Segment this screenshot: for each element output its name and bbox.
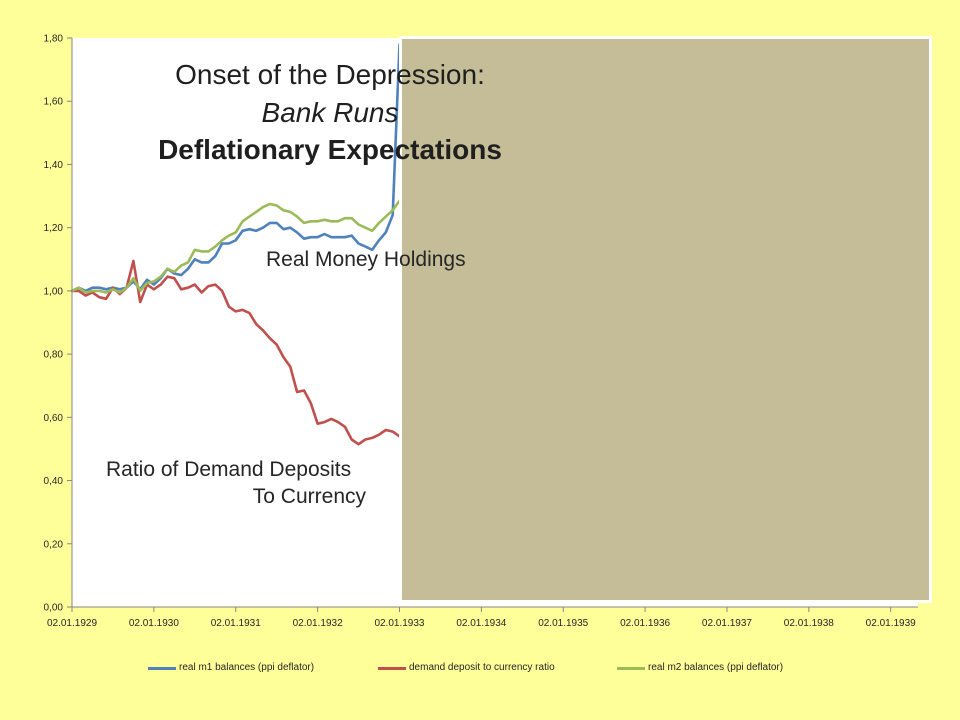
x-tick-label: 02.01.1939 <box>866 618 916 629</box>
x-tick-label: 02.01.1931 <box>211 618 261 629</box>
legend-swatch-deposit-currency-ratio <box>378 667 406 670</box>
legend-label-real-m1: real m1 balances (ppi deflator) <box>179 662 315 673</box>
title-line-bank-runs: Bank Runs <box>261 96 399 128</box>
x-tick-label: 02.01.1929 <box>47 618 97 629</box>
axis-layer: 0,00 0,20 0,40 0,60 0,80 1,00 1,20 1,40 1,60 1,80… <box>44 34 918 629</box>
y-tick-label: 1,60 <box>44 97 64 108</box>
x-tick-label: 02.01.1932 <box>293 618 343 629</box>
x-tick-label: 02.01.1937 <box>702 618 752 629</box>
overlay-box <box>399 36 932 603</box>
y-tick-label: 0,20 <box>44 539 64 550</box>
legend-swatch-real-m1 <box>148 667 176 670</box>
x-tick-label: 02.01.1933 <box>374 618 424 629</box>
legend-label-real-m2: real m2 balances (ppi deflator) <box>648 662 784 673</box>
series-line-real-m2-balances-ppi-deflator <box>70 199 401 294</box>
x-tick-label: 02.01.1938 <box>784 618 834 629</box>
series-layer <box>70 43 401 446</box>
y-tick-label: 0,40 <box>44 476 64 487</box>
y-tick-label: 0,80 <box>44 350 64 361</box>
x-tick-label: 02.01.1930 <box>129 618 179 629</box>
y-tick-label: 0,60 <box>44 413 64 424</box>
label-ratio-line-2: To Currency <box>252 485 366 508</box>
y-tick-label: 1,80 <box>44 34 64 45</box>
legend-label-deposit-currency-ratio: demand deposit to currency ratio <box>409 662 555 673</box>
label-ratio-line-1: Ratio of Demand Deposits <box>106 458 352 481</box>
label-real-money-holdings: Real Money Holdings <box>266 248 466 271</box>
legend-swatch-real-m2 <box>617 667 645 670</box>
x-tick-label: 02.01.1936 <box>620 618 670 629</box>
title-line-onset: Onset of the Depression: <box>175 59 485 90</box>
y-tick-label: 1,40 <box>44 160 64 171</box>
title-line-deflationary-expectations: Deflationary Expectations <box>158 134 502 165</box>
y-tick-label: 1,20 <box>44 223 64 234</box>
slide-title: Onset of the Depression: Bank Runs Defla… <box>130 56 530 169</box>
y-tick-label: 0,00 <box>44 603 64 614</box>
y-tick-label: 1,00 <box>44 286 64 297</box>
x-tick-label: 02.01.1935 <box>538 618 588 629</box>
x-tick-label: 02.01.1934 <box>456 618 506 629</box>
